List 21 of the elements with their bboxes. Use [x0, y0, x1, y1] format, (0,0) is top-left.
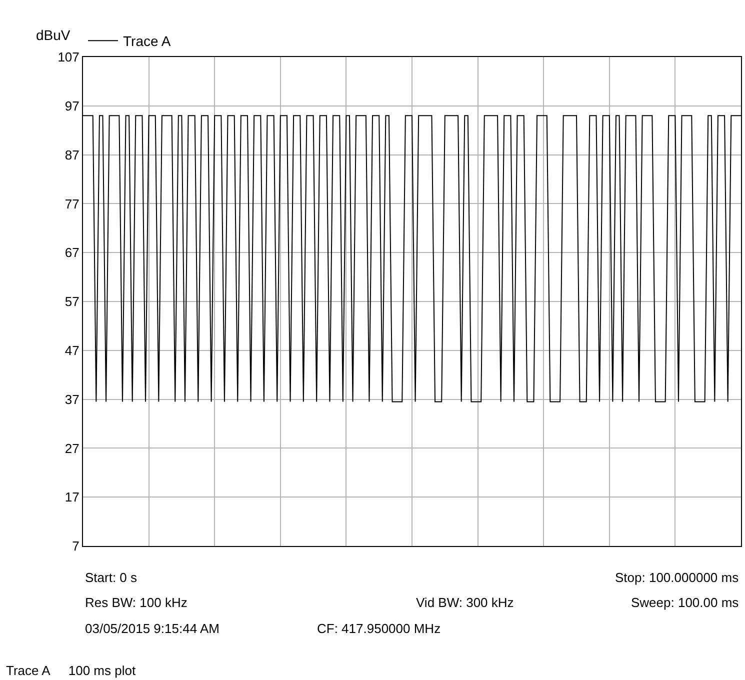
text: Start: 0 s — [85, 570, 138, 585]
y-tick-label: 97 — [64, 98, 80, 114]
y-tick-label: 67 — [64, 245, 80, 260]
y-tick-label: 87 — [64, 147, 80, 162]
text: Res BW: 100 kHz — [85, 595, 188, 610]
text: Stop: 100.000000 ms — [615, 570, 740, 585]
text: 03/05/2015 9:15:44 AM — [85, 621, 220, 636]
y-axis-title: dBuV — [36, 27, 71, 43]
y-tick-label: 37 — [64, 392, 80, 407]
y-tick-label: 107 — [58, 50, 80, 65]
text: Sweep: 100.00 ms — [631, 595, 740, 610]
y-tick-label: 7 — [72, 538, 80, 554]
y-tick-label: 27 — [64, 440, 80, 456]
text: CF: 417.950000 MHz — [317, 621, 441, 636]
text: Trace A 100 ms plot — [6, 663, 136, 678]
text: Vid BW: 300 kHz — [416, 595, 514, 610]
legend-label: Trace A — [123, 33, 172, 50]
y-tick-label: 57 — [64, 294, 80, 310]
y-tick-label: 47 — [64, 342, 80, 358]
y-tick-label: 77 — [64, 196, 80, 212]
y-tick-label: 17 — [64, 490, 80, 505]
